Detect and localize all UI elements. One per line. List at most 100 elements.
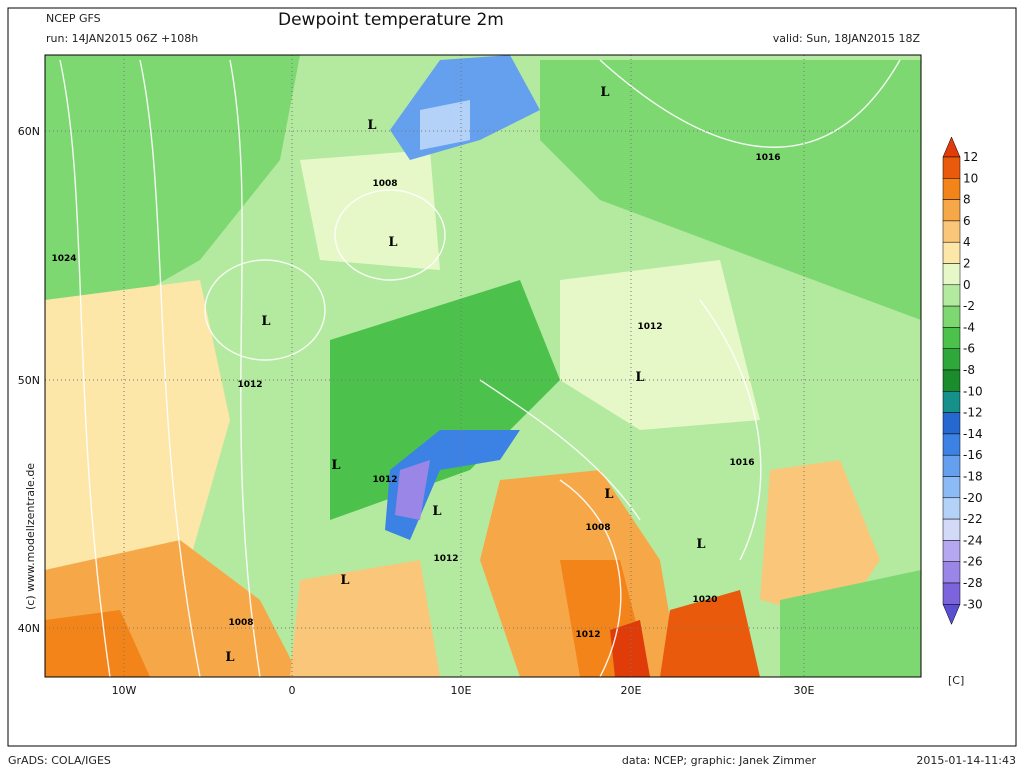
colorbar-label: -10 [963, 384, 983, 398]
colorbar-box [942, 327, 961, 349]
colorbar-box [942, 241, 961, 264]
colorbar-label: -28 [963, 576, 983, 590]
colorbar-box [942, 263, 961, 286]
map-border [44, 54, 922, 678]
map [45, 55, 921, 677]
colorbar-label: -22 [963, 512, 983, 526]
colorbar-label: 6 [963, 214, 971, 228]
model-label: NCEP GFS [46, 12, 101, 25]
field [300, 150, 440, 270]
colorbar-label: -20 [963, 491, 983, 505]
colorbar-label: 2 [963, 257, 971, 271]
colorbar-box [942, 391, 961, 413]
colorbar-box [942, 476, 961, 499]
low-marker: L [367, 118, 376, 133]
pressure-label: 1016 [729, 458, 754, 468]
colorbar-box [942, 561, 961, 584]
colorbar-label: -24 [963, 533, 983, 547]
colorbar-box [942, 540, 961, 562]
pressure-label: 1016 [755, 153, 780, 163]
watermark: (c) www.modellzentrale.de [24, 463, 37, 610]
colorbar-box [942, 582, 961, 605]
low-marker: L [388, 235, 397, 250]
colorbar-box [942, 199, 961, 222]
field [560, 260, 760, 430]
colorbar-box [942, 369, 961, 392]
footer-software: GrADS: COLA/IGES [8, 754, 111, 767]
field [420, 100, 470, 150]
low-marker: L [604, 487, 613, 502]
colorbar-unit: [C] [948, 674, 964, 687]
run-label: run: 14JAN2015 06Z +108h [46, 32, 198, 45]
field [395, 460, 430, 520]
colorbar-box [942, 433, 961, 456]
field [45, 55, 300, 310]
lon-label: 10W [112, 684, 137, 697]
lows: L L L L L L L L L L L [225, 85, 705, 665]
colorbar-label: -4 [963, 320, 975, 334]
field [540, 60, 921, 320]
field [660, 590, 760, 677]
isobars [59, 59, 901, 677]
colorbar-label: -14 [963, 427, 983, 441]
pressure-label: 1024 [51, 254, 76, 264]
valid-label: valid: Sun, 18JAN2015 18Z [773, 32, 921, 45]
pressure-label: 1012 [372, 475, 397, 485]
low-marker: L [225, 650, 234, 665]
pressure-label: 1008 [585, 523, 610, 533]
colorbar-box [942, 284, 961, 307]
colorbar-box [942, 412, 961, 435]
footer-credit: data: NCEP; graphic: Janek Zimmer [622, 754, 817, 767]
field [45, 610, 150, 677]
field [760, 460, 880, 620]
field [780, 570, 921, 677]
colorbar-box [942, 518, 961, 541]
field [45, 280, 230, 600]
low-marker: L [261, 314, 270, 329]
low-marker: L [340, 573, 349, 588]
field [290, 560, 440, 677]
colorbar-box [942, 454, 961, 477]
field [610, 620, 650, 677]
pressure-label: 1012 [237, 380, 262, 390]
colorbar: 12 10 8 6 4 2 0 -2 -4 -6 -8 -10 -12 -14 -16 -18 -20 -22 -2… [942, 136, 983, 625]
colorbar-box [942, 305, 961, 328]
pressure-label: 1012 [637, 322, 662, 332]
colorbar-box [942, 497, 961, 520]
lat-label: 40N [18, 622, 40, 635]
pressure-label: 1012 [433, 554, 458, 564]
colorbar-box [942, 220, 961, 243]
colorbar-label: 4 [963, 235, 971, 249]
low-marker: L [635, 370, 644, 385]
pressure-label: 1008 [228, 618, 253, 628]
colorbar-box [942, 156, 961, 179]
colorbar-box [942, 178, 961, 200]
colorbar-label: -12 [963, 406, 983, 420]
title: Dewpoint temperature 2m [278, 10, 504, 30]
colorbar-label: -16 [963, 448, 983, 462]
colorbar-label: 0 [963, 278, 971, 292]
pressure-labels: 1008 1024 1016 1012 1012 1012 1016 1008 … [51, 153, 780, 640]
pressure-label: 1020 [692, 595, 717, 605]
colorbar-label: -2 [963, 299, 975, 313]
lat-label: 50N [18, 374, 40, 387]
colorbar-label: 12 [963, 150, 978, 164]
colorbar-label: -30 [963, 597, 983, 611]
lon-label: 10E [451, 684, 472, 697]
low-marker: L [696, 537, 705, 552]
colorbar-label: 10 [963, 171, 978, 185]
lon-label: 0 [289, 684, 296, 697]
low-marker: L [331, 458, 340, 473]
low-marker: L [432, 504, 441, 519]
colorbar-label: 8 [963, 193, 971, 207]
colorbar-label: -6 [963, 342, 975, 356]
pressure-label: 1012 [575, 630, 600, 640]
footer-timestamp: 2015-01-14-11:43 [916, 754, 1016, 767]
lon-label: 20E [621, 684, 642, 697]
lon-label: 30E [794, 684, 815, 697]
colorbar-label: -26 [963, 555, 983, 569]
low-marker: L [600, 85, 609, 100]
colorbar-label: -8 [963, 363, 975, 377]
colorbar-label: -18 [963, 470, 983, 484]
